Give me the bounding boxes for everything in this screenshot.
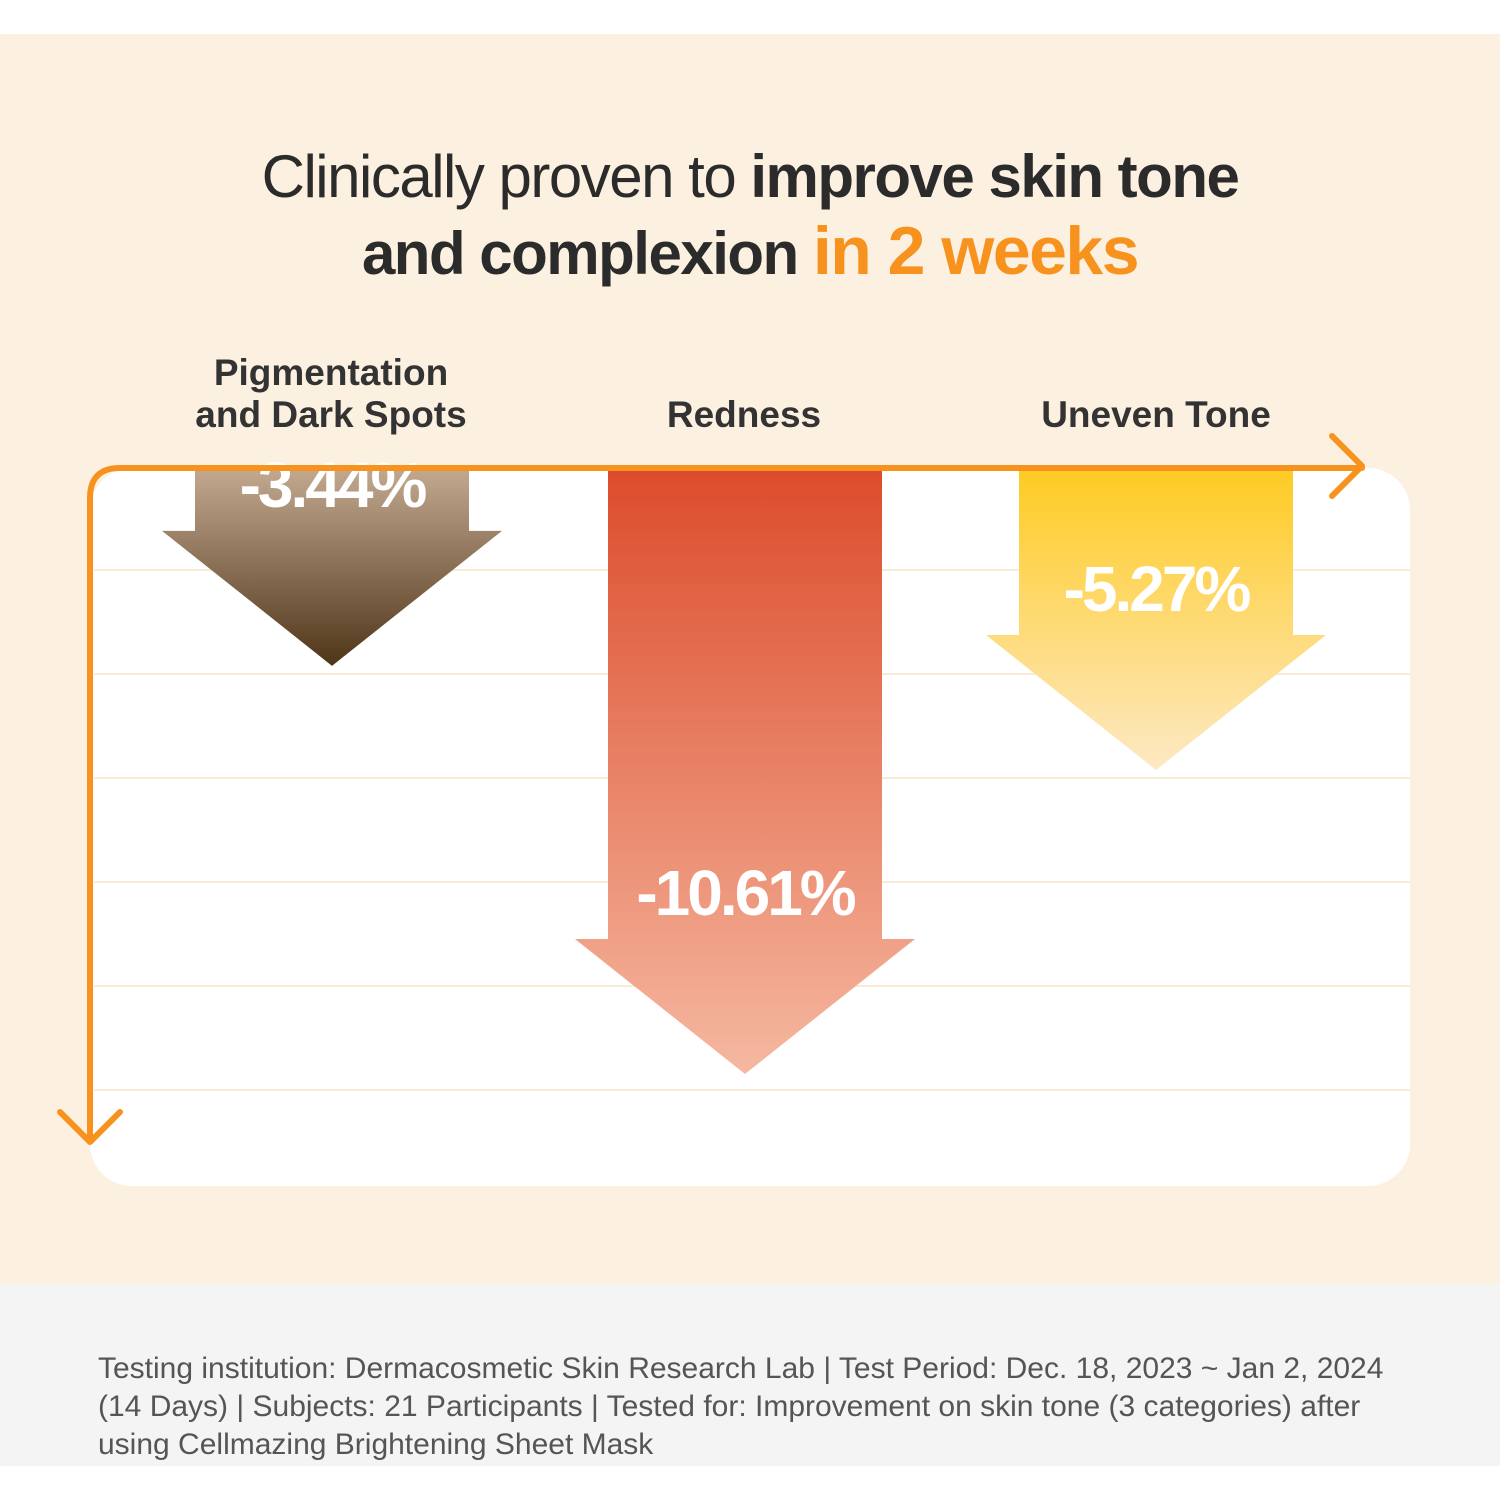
value-labels: -3.44% -10.61% -5.27% <box>240 449 1254 929</box>
category-label-redness: Redness <box>534 394 954 436</box>
category-label-line: Pigmentation <box>213 352 449 393</box>
value-label-redness: -10.61% <box>636 857 855 929</box>
category-label-line: Redness <box>666 394 822 435</box>
axis-arrowhead-right-icon <box>1329 433 1365 499</box>
footnote-disclaimer: Testing institution: Dermacosmetic Skin … <box>98 1352 1384 1461</box>
arrow-bar-uneven-tone <box>986 470 1326 771</box>
headline-bold-text-2: and complexion <box>361 220 813 287</box>
headline-light-text: Clinically proven to <box>261 143 751 210</box>
headline-line-2: and complexion in 2 weeks <box>0 214 1500 291</box>
axis-frame-line <box>87 465 1365 1143</box>
headline-line-1: Clinically proven to improve skin tone <box>0 140 1500 214</box>
footer-band <box>0 1284 1500 1466</box>
category-label-line: and Dark Spots <box>195 394 467 435</box>
axis-arrowhead-down-icon <box>57 1109 123 1145</box>
category-label-line: Uneven Tone <box>1041 394 1271 435</box>
category-label-pigmentation: Pigmentation and Dark Spots <box>121 352 541 436</box>
arrow-bar-pigmentation <box>162 470 502 666</box>
value-label-pigmentation: -3.44% <box>240 449 427 521</box>
value-label-uneven-tone: -5.27% <box>1064 553 1251 625</box>
category-label-uneven-tone: Uneven Tone <box>946 394 1366 436</box>
arrow-bars <box>162 470 1326 1074</box>
headline-accent-text: in 2 weeks <box>812 213 1140 289</box>
arrow-bar-redness <box>575 470 915 1074</box>
headline-bold-text: improve skin tone <box>750 143 1239 210</box>
headline: Clinically proven to improve skin tone a… <box>0 140 1500 291</box>
